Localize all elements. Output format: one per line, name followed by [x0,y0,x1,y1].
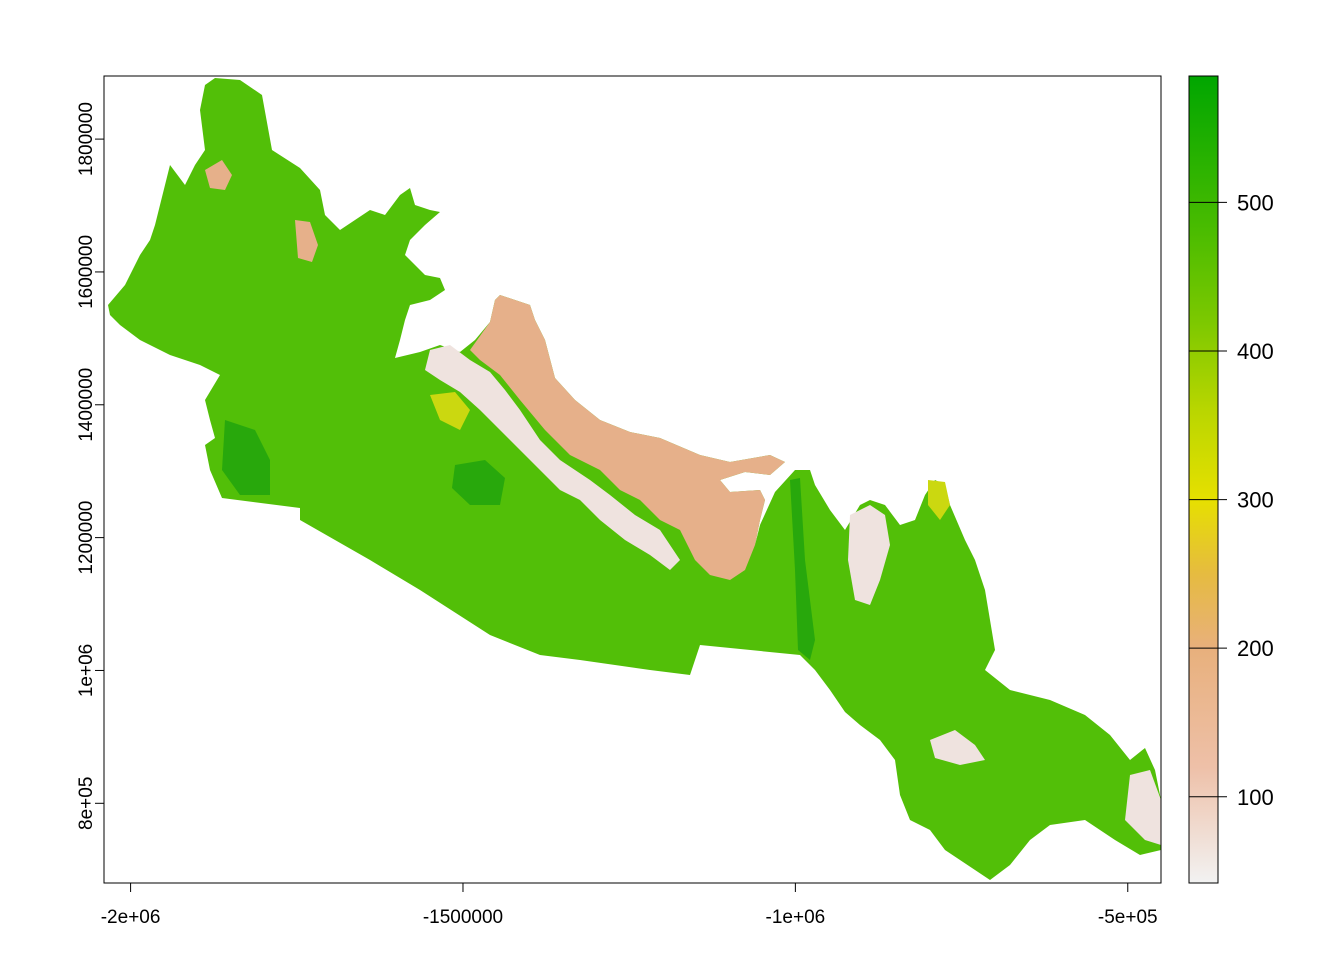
region-dark-green-west [222,420,270,495]
region-pale-east [848,505,890,605]
y-tick-label: 1400000 [76,368,97,442]
region-pale-southeast [930,730,985,765]
legend-tick-label: 400 [1237,339,1274,364]
legend-tick-label: 200 [1237,636,1274,661]
raster-layer [108,78,1161,880]
y-axis: 8e+05 1e+06 1200000 1400000 1600000 1800000 [76,102,105,830]
region-dark-green-river [790,478,815,660]
legend-gradient-bar [1188,75,1219,884]
region-dark-green-central [452,460,505,505]
x-tick-label: -2e+06 [101,907,161,928]
legend-tick-label: 300 [1237,488,1274,513]
region-tan-northwest [205,160,232,190]
region-yellow-east [928,480,950,520]
region-tan-west [295,220,318,262]
legend-tick-label: 100 [1237,785,1274,810]
legend-colorbar: 100 200 300 400 500 [1188,75,1274,884]
x-tick-label: -1e+06 [766,907,826,928]
legend-ticks: 100 200 300 400 500 [1189,190,1274,810]
region-pale-north [425,345,680,570]
y-tick-label: 8e+05 [76,777,97,830]
region-pale-east-edge [1125,770,1161,845]
y-tick-label: 1200000 [76,501,97,575]
x-tick-label: -5e+05 [1098,907,1158,928]
legend-tick-label: 500 [1237,190,1274,215]
y-tick-label: 1e+06 [76,644,97,697]
region-yellow-north [430,392,470,430]
x-axis: -2e+06 -1500000 -1e+06 -5e+05 [101,882,1158,928]
y-tick-label: 1600000 [76,235,97,309]
x-tick-label: -1500000 [423,907,503,928]
y-tick-label: 1800000 [76,102,97,176]
region-tan-north [470,295,785,580]
